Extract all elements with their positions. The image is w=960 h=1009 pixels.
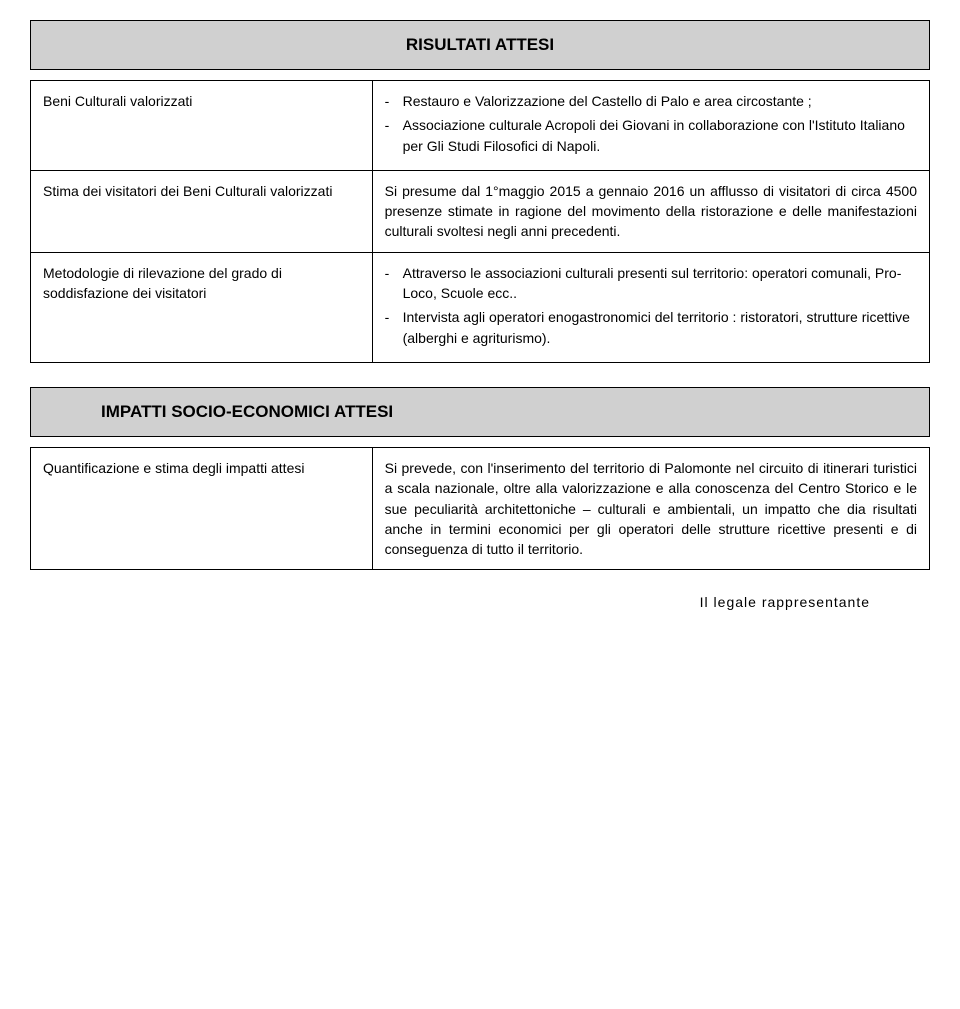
row-label: Quantificazione e stima degli impatti at… [31, 447, 373, 569]
row-label: Stima dei visitatori dei Beni Culturali … [31, 170, 373, 252]
table-risultati: Beni Culturali valorizzati Restauro e Va… [30, 80, 930, 363]
content-list: Attraverso le associazioni culturali pre… [385, 263, 917, 348]
row-content: Restauro e Valorizzazione del Castello d… [372, 81, 929, 171]
list-item: Restauro e Valorizzazione del Castello d… [385, 91, 917, 111]
table-row: Beni Culturali valorizzati Restauro e Va… [31, 81, 930, 171]
table-impatti: Quantificazione e stima degli impatti at… [30, 447, 930, 570]
table-row: Stima dei visitatori dei Beni Culturali … [31, 170, 930, 252]
section-title: IMPATTI SOCIO-ECONOMICI ATTESI [51, 402, 909, 422]
list-item: Associazione culturale Acropoli dei Giov… [385, 115, 917, 156]
row-label: Metodologie di rilevazione del grado di … [31, 252, 373, 362]
section-header-risultati: RISULTATI ATTESI [30, 20, 930, 70]
row-content: Si presume dal 1°maggio 2015 a gennaio 2… [372, 170, 929, 252]
table-row: Metodologie di rilevazione del grado di … [31, 252, 930, 362]
list-item: Intervista agli operatori enogastronomic… [385, 307, 917, 348]
content-list: Restauro e Valorizzazione del Castello d… [385, 91, 917, 156]
signature-line: Il legale rappresentante [30, 594, 930, 610]
row-content: Attraverso le associazioni culturali pre… [372, 252, 929, 362]
section-header-impatti: IMPATTI SOCIO-ECONOMICI ATTESI [30, 387, 930, 437]
row-label: Beni Culturali valorizzati [31, 81, 373, 171]
row-content: Si prevede, con l'inserimento del territ… [372, 447, 929, 569]
list-item: Attraverso le associazioni culturali pre… [385, 263, 917, 304]
table-row: Quantificazione e stima degli impatti at… [31, 447, 930, 569]
section-title: RISULTATI ATTESI [51, 35, 909, 55]
